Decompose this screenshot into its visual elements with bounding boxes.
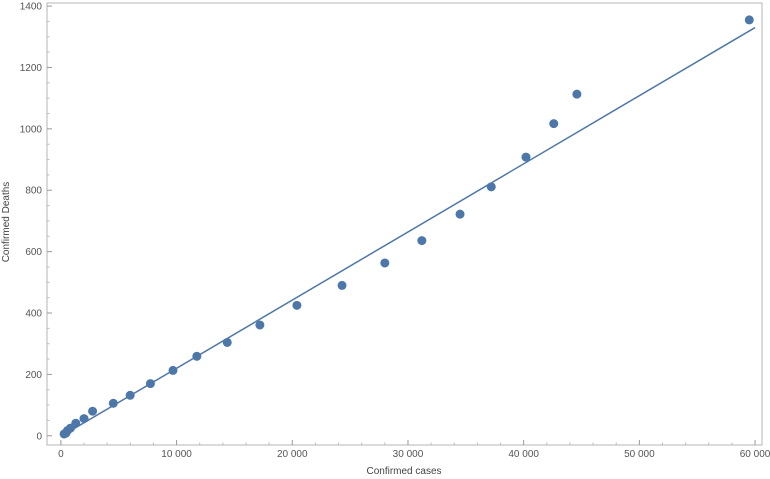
data-point [145, 379, 155, 389]
data-point [168, 365, 178, 375]
y-tick-label: 400 [25, 309, 42, 320]
points-layer [59, 15, 754, 439]
data-point [292, 300, 302, 310]
y-tick-label: 1000 [20, 124, 43, 135]
x-tick-label: 50 000 [624, 449, 655, 460]
tick-layer: 0 10 000 20 000 30 000 40 000 50 000 60 000 0 20… [20, 2, 770, 460]
data-point [79, 414, 89, 424]
data-point [125, 390, 135, 400]
y-tick-label: 600 [25, 247, 42, 258]
x-tick-label: 0 [58, 449, 64, 460]
x-tick-label: 10 000 [161, 449, 192, 460]
x-tick-label: 60 000 [740, 449, 770, 460]
data-point [108, 398, 118, 408]
data-point [192, 351, 202, 361]
y-tick-label: 200 [25, 370, 42, 381]
x-tick-label: 20 000 [277, 449, 308, 460]
data-point [88, 406, 98, 416]
data-point [380, 258, 390, 268]
data-point [255, 320, 265, 330]
data-point [222, 337, 232, 347]
data-point [572, 89, 582, 99]
y-tick-label: 1200 [20, 63, 43, 74]
y-axis-label: Confirmed Deaths [1, 182, 12, 263]
x-tick-label: 40 000 [508, 449, 539, 460]
data-point [521, 152, 531, 162]
data-point [71, 418, 81, 428]
plot-frame [46, 2, 763, 446]
data-point [549, 119, 559, 129]
data-point [486, 182, 496, 192]
y-tick-label: 0 [36, 431, 42, 442]
fit-line [60, 26, 756, 438]
y-tick-label: 1400 [20, 2, 43, 13]
x-axis-label: Confirmed cases [366, 466, 441, 477]
y-tick-label: 800 [25, 186, 42, 197]
data-point [744, 15, 754, 25]
data-point [337, 280, 347, 290]
x-tick-label: 30 000 [393, 449, 424, 460]
data-point [455, 209, 465, 219]
data-point [417, 236, 427, 246]
